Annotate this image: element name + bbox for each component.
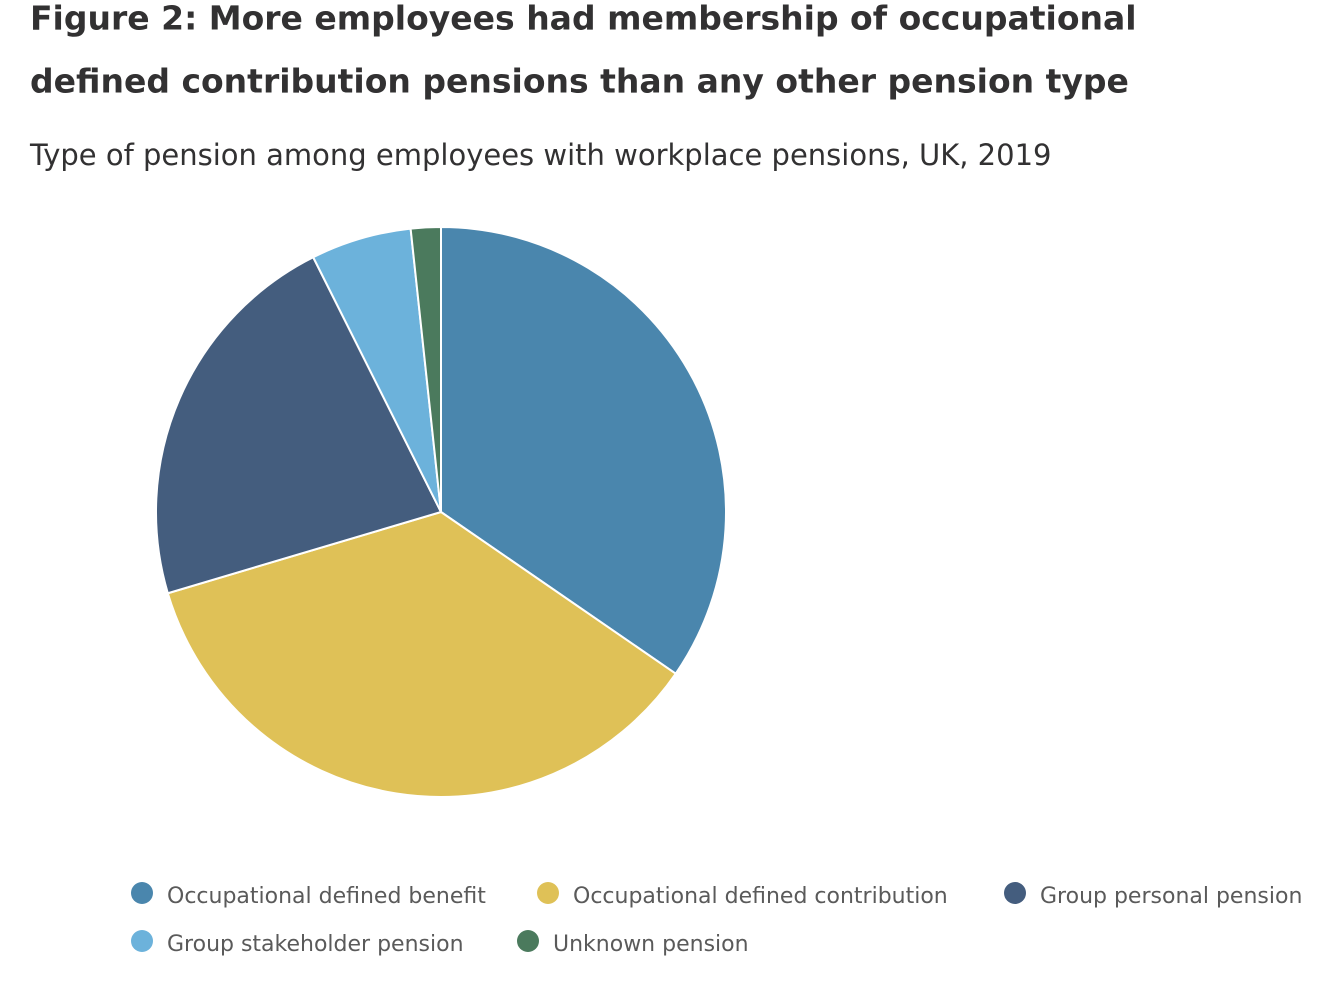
legend-label: Occupational defined benefit: [167, 884, 486, 909]
legend-swatch: [131, 882, 153, 904]
legend-label: Unknown pension: [553, 932, 749, 957]
chart-title: Figure 2: More employees had membership …: [30, 0, 1137, 38]
legend-label: Group personal pension: [1040, 884, 1302, 909]
chart-subtitle: Type of pension among employees with wor…: [29, 138, 1052, 172]
legend-swatch: [537, 882, 559, 904]
pie-slice: [440, 226, 727, 675]
legend-swatch: [517, 930, 539, 952]
pie-slice: [155, 256, 442, 595]
pie-slice: [166, 511, 677, 798]
legend-label: Group stakeholder pension: [167, 932, 464, 957]
pie-slice: [409, 226, 442, 513]
legend-swatch: [1004, 882, 1026, 904]
legend-swatch: [131, 930, 153, 952]
legend-label: Occupational defined contribution: [573, 884, 948, 909]
chart-title: defined contribution pensions than any o…: [30, 62, 1129, 101]
